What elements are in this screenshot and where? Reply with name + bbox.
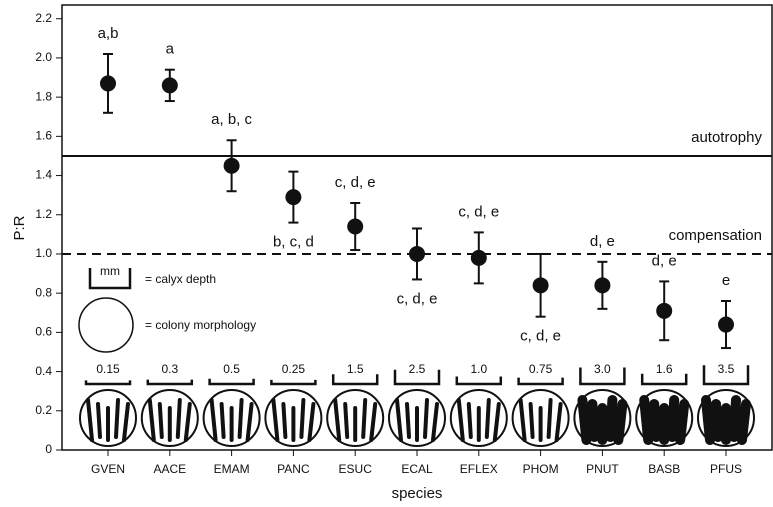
group-letters: c, d, e bbox=[335, 174, 376, 191]
legend-calyx: = calyx depth bbox=[145, 272, 216, 286]
point bbox=[285, 189, 302, 206]
calyx-label: 0.3 bbox=[161, 362, 178, 376]
x-tick-label: ESUC bbox=[339, 462, 373, 476]
calyx-label: 0.5 bbox=[223, 362, 240, 376]
morphology-branches bbox=[86, 398, 130, 442]
morphology-branches bbox=[456, 398, 501, 442]
x-tick-label: PANC bbox=[277, 462, 310, 476]
group-letters: a,b bbox=[98, 25, 119, 42]
morphology-branches bbox=[701, 395, 751, 445]
x-tick-label: GVEN bbox=[91, 462, 125, 476]
calyx-label: 3.5 bbox=[718, 362, 735, 376]
group-letters: a bbox=[166, 41, 175, 58]
calyx-bracket bbox=[270, 379, 317, 386]
x-axis-label: species bbox=[392, 485, 443, 502]
calyx-bracket bbox=[640, 373, 688, 386]
calyx-label: 1.6 bbox=[656, 362, 673, 376]
calyx-bracket bbox=[208, 378, 255, 386]
morphology-branches bbox=[271, 398, 316, 442]
y-tick-label: 1.0 bbox=[35, 246, 52, 260]
calyx-label: 0.15 bbox=[96, 362, 120, 376]
group-letters: a, b, c bbox=[211, 111, 252, 128]
y-axis-label: P:R bbox=[11, 215, 28, 240]
point bbox=[409, 245, 425, 262]
calyx-label: 2.5 bbox=[409, 362, 426, 376]
calyx-bracket bbox=[517, 377, 564, 386]
group-letters: b, c, d bbox=[273, 234, 314, 251]
morphology-branches bbox=[395, 398, 439, 442]
calyx-label: 1.0 bbox=[470, 362, 487, 376]
legend-unit: mm bbox=[100, 264, 120, 278]
x-tick-label: PNUT bbox=[586, 462, 619, 476]
x-tick-label: ECAL bbox=[401, 462, 433, 476]
x-tick-label: AACE bbox=[153, 462, 186, 476]
group-letters: e bbox=[722, 272, 730, 289]
calyx-label: 3.0 bbox=[594, 362, 611, 376]
morphology-branches bbox=[333, 398, 378, 442]
y-tick-label: 1.6 bbox=[35, 129, 52, 143]
calyx-label: 0.75 bbox=[529, 362, 553, 376]
calyx-bracket bbox=[702, 365, 750, 386]
point bbox=[223, 157, 240, 174]
y-tick-label: 0.8 bbox=[35, 285, 52, 299]
group-letters: c, d, e bbox=[520, 328, 561, 345]
morphology-branches bbox=[639, 395, 690, 445]
y-tick-label: 0.6 bbox=[35, 325, 52, 339]
legend-morphology: = colony morphology bbox=[145, 318, 256, 332]
x-tick-label: EFLEX bbox=[460, 462, 498, 476]
y-tick-label: 0 bbox=[45, 442, 52, 456]
calyx-bracket bbox=[393, 369, 441, 386]
y-tick-label: 1.4 bbox=[35, 168, 52, 182]
y-tick-label: 0.4 bbox=[35, 364, 52, 378]
calyx-bracket bbox=[84, 380, 132, 386]
legend-circle bbox=[78, 297, 134, 353]
legend-bracket bbox=[88, 268, 132, 290]
group-letters: d, e bbox=[652, 252, 677, 269]
y-tick-label: 2.0 bbox=[35, 50, 52, 64]
point bbox=[532, 277, 549, 294]
morphology-branches bbox=[518, 398, 563, 442]
reference-label: compensation bbox=[669, 227, 762, 244]
group-letters: c, d, e bbox=[397, 290, 438, 307]
x-tick-label: PHOM bbox=[523, 462, 559, 476]
morphology-branches bbox=[577, 395, 628, 445]
y-tick-label: 0.2 bbox=[35, 403, 52, 417]
calyx-bracket bbox=[455, 376, 503, 386]
x-tick-label: PFUS bbox=[710, 462, 742, 476]
point bbox=[594, 277, 611, 294]
calyx-bracket bbox=[579, 367, 626, 386]
y-tick-label: 1.2 bbox=[35, 207, 52, 221]
x-tick-label: EMAM bbox=[214, 462, 250, 476]
y-tick-label: 1.8 bbox=[35, 89, 52, 103]
group-letters: c, d, e bbox=[458, 203, 499, 220]
group-letters: d, e bbox=[590, 233, 615, 250]
calyx-label: 0.25 bbox=[282, 362, 306, 376]
point bbox=[470, 249, 487, 266]
point bbox=[100, 75, 116, 92]
point bbox=[161, 77, 178, 94]
point bbox=[656, 302, 673, 319]
calyx-label: 1.5 bbox=[347, 362, 364, 376]
y-tick-label: 2.2 bbox=[35, 11, 52, 25]
point bbox=[718, 316, 734, 333]
calyx-bracket bbox=[146, 379, 194, 386]
x-tick-label: BASB bbox=[648, 462, 680, 476]
calyx-bracket bbox=[331, 374, 379, 386]
point bbox=[347, 218, 364, 235]
reference-label: autotrophy bbox=[691, 129, 762, 146]
morphology-branches bbox=[209, 398, 254, 442]
morphology-branches bbox=[147, 398, 192, 442]
